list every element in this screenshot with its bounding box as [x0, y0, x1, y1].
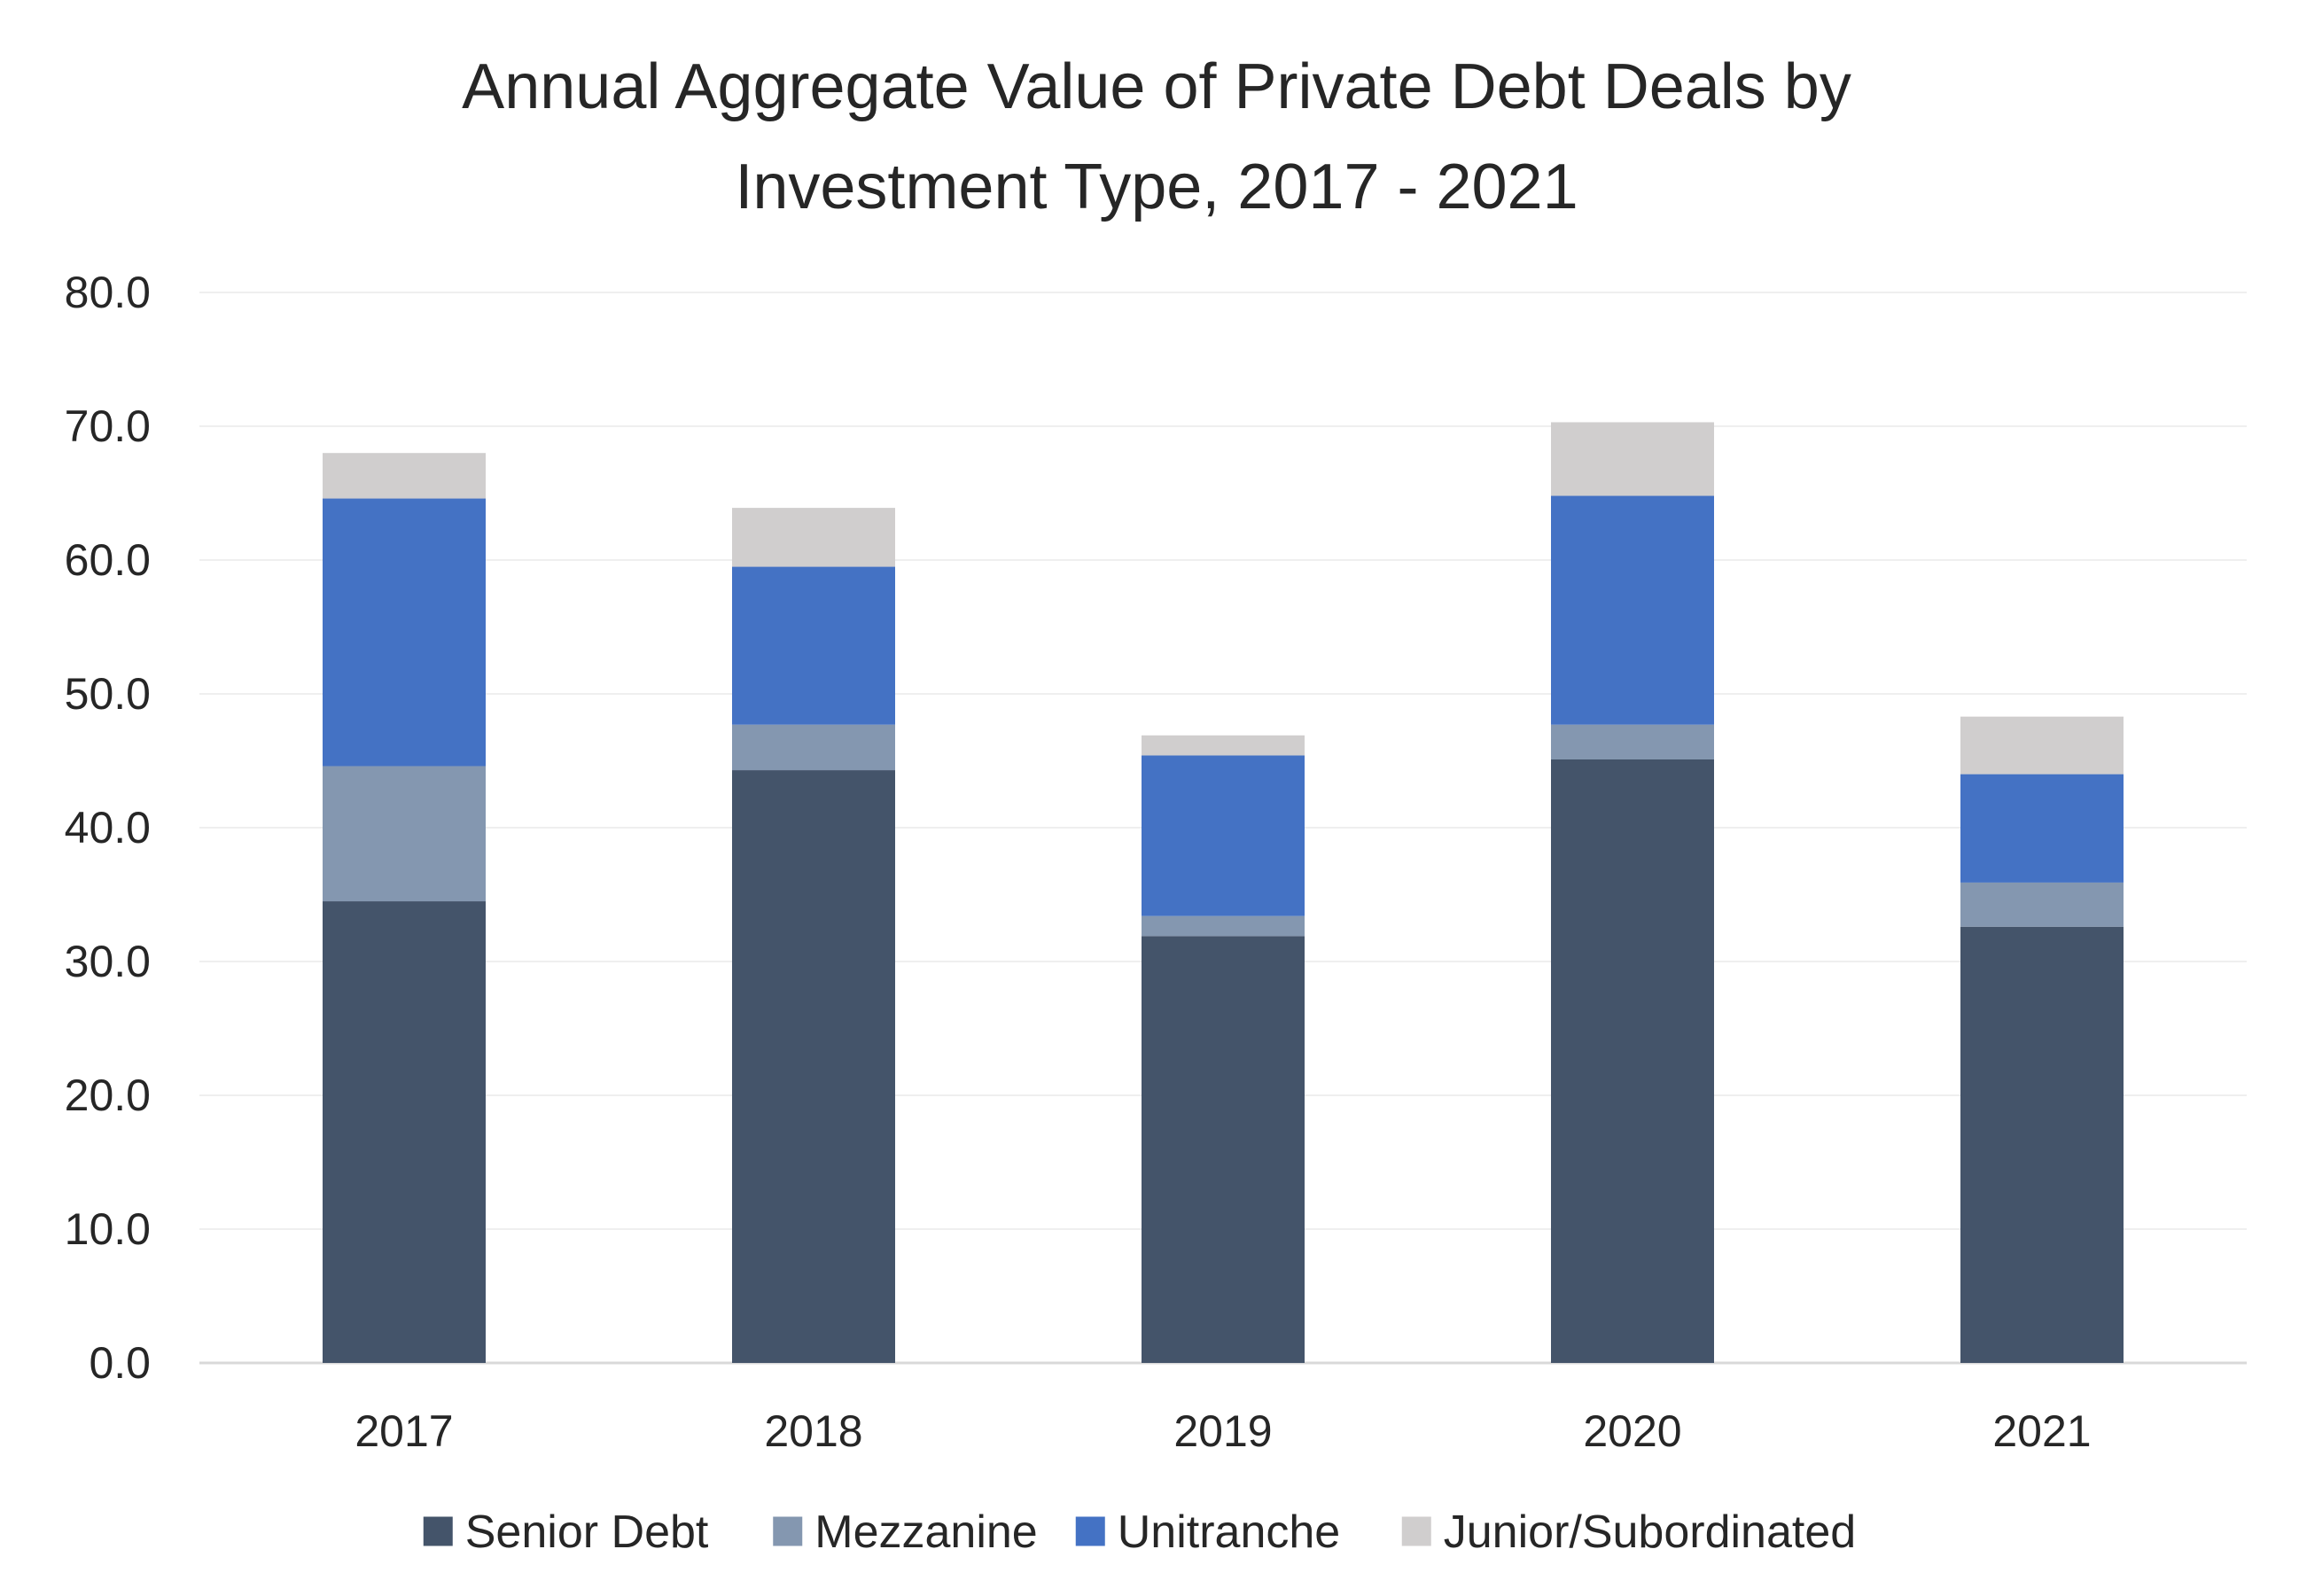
y-tick-label: 10.0 — [65, 1204, 151, 1254]
y-tick-label: 60.0 — [65, 535, 151, 585]
chart-title-line-1: Annual Aggregate Value of Private Debt D… — [462, 51, 1851, 122]
bar-segment — [1960, 716, 2124, 775]
bar-segment — [1142, 755, 1305, 916]
y-tick-label: 70.0 — [65, 401, 151, 451]
bar-segment — [1960, 882, 2124, 927]
legend-label: Unitranche — [1118, 1506, 1340, 1558]
y-axis-tick-labels: 0.0 10.0 20.0 30.0 40.0 50.0 60.0 70.0 80.0 — [65, 268, 151, 1388]
bar-segment — [323, 453, 486, 499]
bar-segment — [323, 901, 486, 1363]
legend-label: Mezzanine — [814, 1506, 1037, 1558]
bar-segment — [732, 508, 895, 567]
bar-segment — [1551, 422, 1714, 496]
bar-segments — [323, 422, 2124, 1363]
chart-title-line-2: Investment Type, 2017 - 2021 — [735, 152, 1578, 222]
bar-segment — [732, 724, 895, 771]
bar-segment — [1551, 724, 1714, 759]
bar-segment — [1960, 774, 2124, 883]
y-tick-label: 30.0 — [65, 937, 151, 986]
bar-segment — [323, 766, 486, 902]
chart-title: Annual Aggregate Value of Private Debt D… — [462, 51, 1851, 222]
bar-segment — [1960, 926, 2124, 1363]
x-tick-label: 2018 — [764, 1406, 862, 1456]
legend-swatch — [423, 1516, 453, 1546]
legend-item: Junior/Subordinated — [1401, 1506, 1856, 1558]
bar-segment — [1551, 495, 1714, 725]
bar-segment — [1551, 759, 1714, 1363]
y-tick-label: 20.0 — [65, 1070, 151, 1120]
bar-segment — [1142, 936, 1305, 1363]
x-axis-tick-labels: 2017 2018 2019 2020 2021 — [355, 1406, 2091, 1456]
legend-swatch — [1075, 1516, 1105, 1546]
y-tick-label: 40.0 — [65, 803, 151, 852]
legend-label: Junior/Subordinated — [1444, 1506, 1856, 1558]
legend-swatch — [773, 1516, 803, 1546]
legend-item: Senior Debt — [423, 1506, 709, 1558]
legend-item: Unitranche — [1075, 1506, 1340, 1558]
legend-swatch — [1401, 1516, 1431, 1546]
x-tick-label: 2020 — [1583, 1406, 1681, 1456]
bar-segment — [323, 498, 486, 767]
legend-label: Senior Debt — [465, 1506, 709, 1558]
bar-segment — [732, 770, 895, 1363]
y-tick-label: 80.0 — [65, 268, 151, 317]
y-tick-label: 50.0 — [65, 669, 151, 719]
bar-segment — [1142, 915, 1305, 937]
x-tick-label: 2017 — [355, 1406, 453, 1456]
bar-segment — [732, 566, 895, 725]
legend-item: Mezzanine — [773, 1506, 1038, 1558]
y-tick-label: 0.0 — [89, 1338, 151, 1388]
legend: Senior Debt Mezzanine Unitranche Junior/Sub… — [423, 1506, 1856, 1558]
bar-segment — [1142, 735, 1305, 756]
x-tick-label: 2021 — [1992, 1406, 2091, 1456]
x-tick-label: 2019 — [1173, 1406, 1272, 1456]
